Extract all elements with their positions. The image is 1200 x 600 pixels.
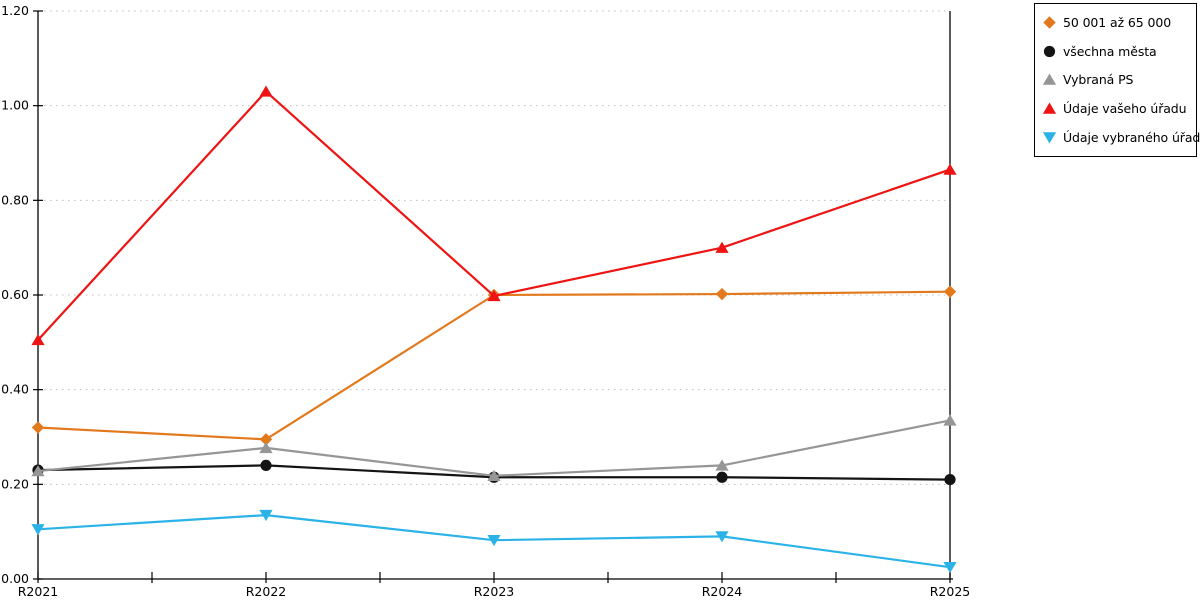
data-point-marker [487,469,501,482]
data-point-marker [487,534,501,547]
y-tick-label: 0.20 [1,476,29,491]
legend-label: Vybraná PS [1063,72,1134,88]
data-point-marker [259,509,273,522]
x-tick-label: R2022 [246,584,287,599]
legend-item: 50 001 až 65 000 [1042,15,1190,30]
y-tick-label: 1.20 [1,3,29,18]
data-point-marker [260,459,272,471]
data-point-marker [716,471,728,483]
data-point-marker [715,531,729,543]
series-line-0 [37,290,951,441]
data-point-marker [943,163,957,175]
data-point-marker [944,474,956,486]
x-tick-label: R2021 [18,584,59,599]
data-point-marker [31,333,45,346]
data-point-marker [259,441,273,454]
legend-item: Vybraná PS [1042,72,1190,87]
data-point-marker [715,287,729,301]
legend-item: Údaje vašeho úřadu [1042,101,1190,116]
x-tick-label: R2024 [702,584,743,599]
series-line-3 [37,90,951,341]
triangle-up-icon [1042,102,1057,114]
y-tick-label: 0.80 [1,192,29,207]
data-point-marker [943,285,957,298]
data-point-marker [715,241,729,253]
triangle-up-icon [1042,73,1057,86]
legend-item: Údaje vybraného úřadu [1042,130,1200,145]
legend-label: 50 001 až 65 000 [1063,14,1172,30]
x-tick-label: R2023 [474,584,515,599]
legend-label: všechna města [1063,43,1157,59]
data-point-marker [715,459,729,471]
legend-label: Údaje vašeho úřadu [1063,101,1187,117]
legend-label: Údaje vybraného úřadu [1063,130,1200,146]
y-tick-label: 0.00 [1,571,29,586]
data-point-marker [31,421,45,434]
triangle-down-icon [1042,132,1057,144]
y-tick-label: 0.60 [1,287,29,302]
x-tick-label: R2025 [930,584,971,599]
data-point-marker [943,414,957,426]
y-tick-label: 0.40 [1,382,29,397]
data-point-marker [259,85,273,97]
data-point-marker [943,561,957,574]
circle-icon [1043,45,1056,57]
diamond-icon [1043,16,1056,29]
legend: 50 001 až 65 000 všechna města Vybraná PS Ú… [1034,3,1200,157]
data-point-marker [259,433,273,446]
data-point-marker [31,524,45,536]
data-point-marker [487,289,501,302]
data-point-marker [31,465,45,477]
y-tick-label: 1.00 [1,98,29,113]
legend-item: všechna města [1042,44,1190,59]
